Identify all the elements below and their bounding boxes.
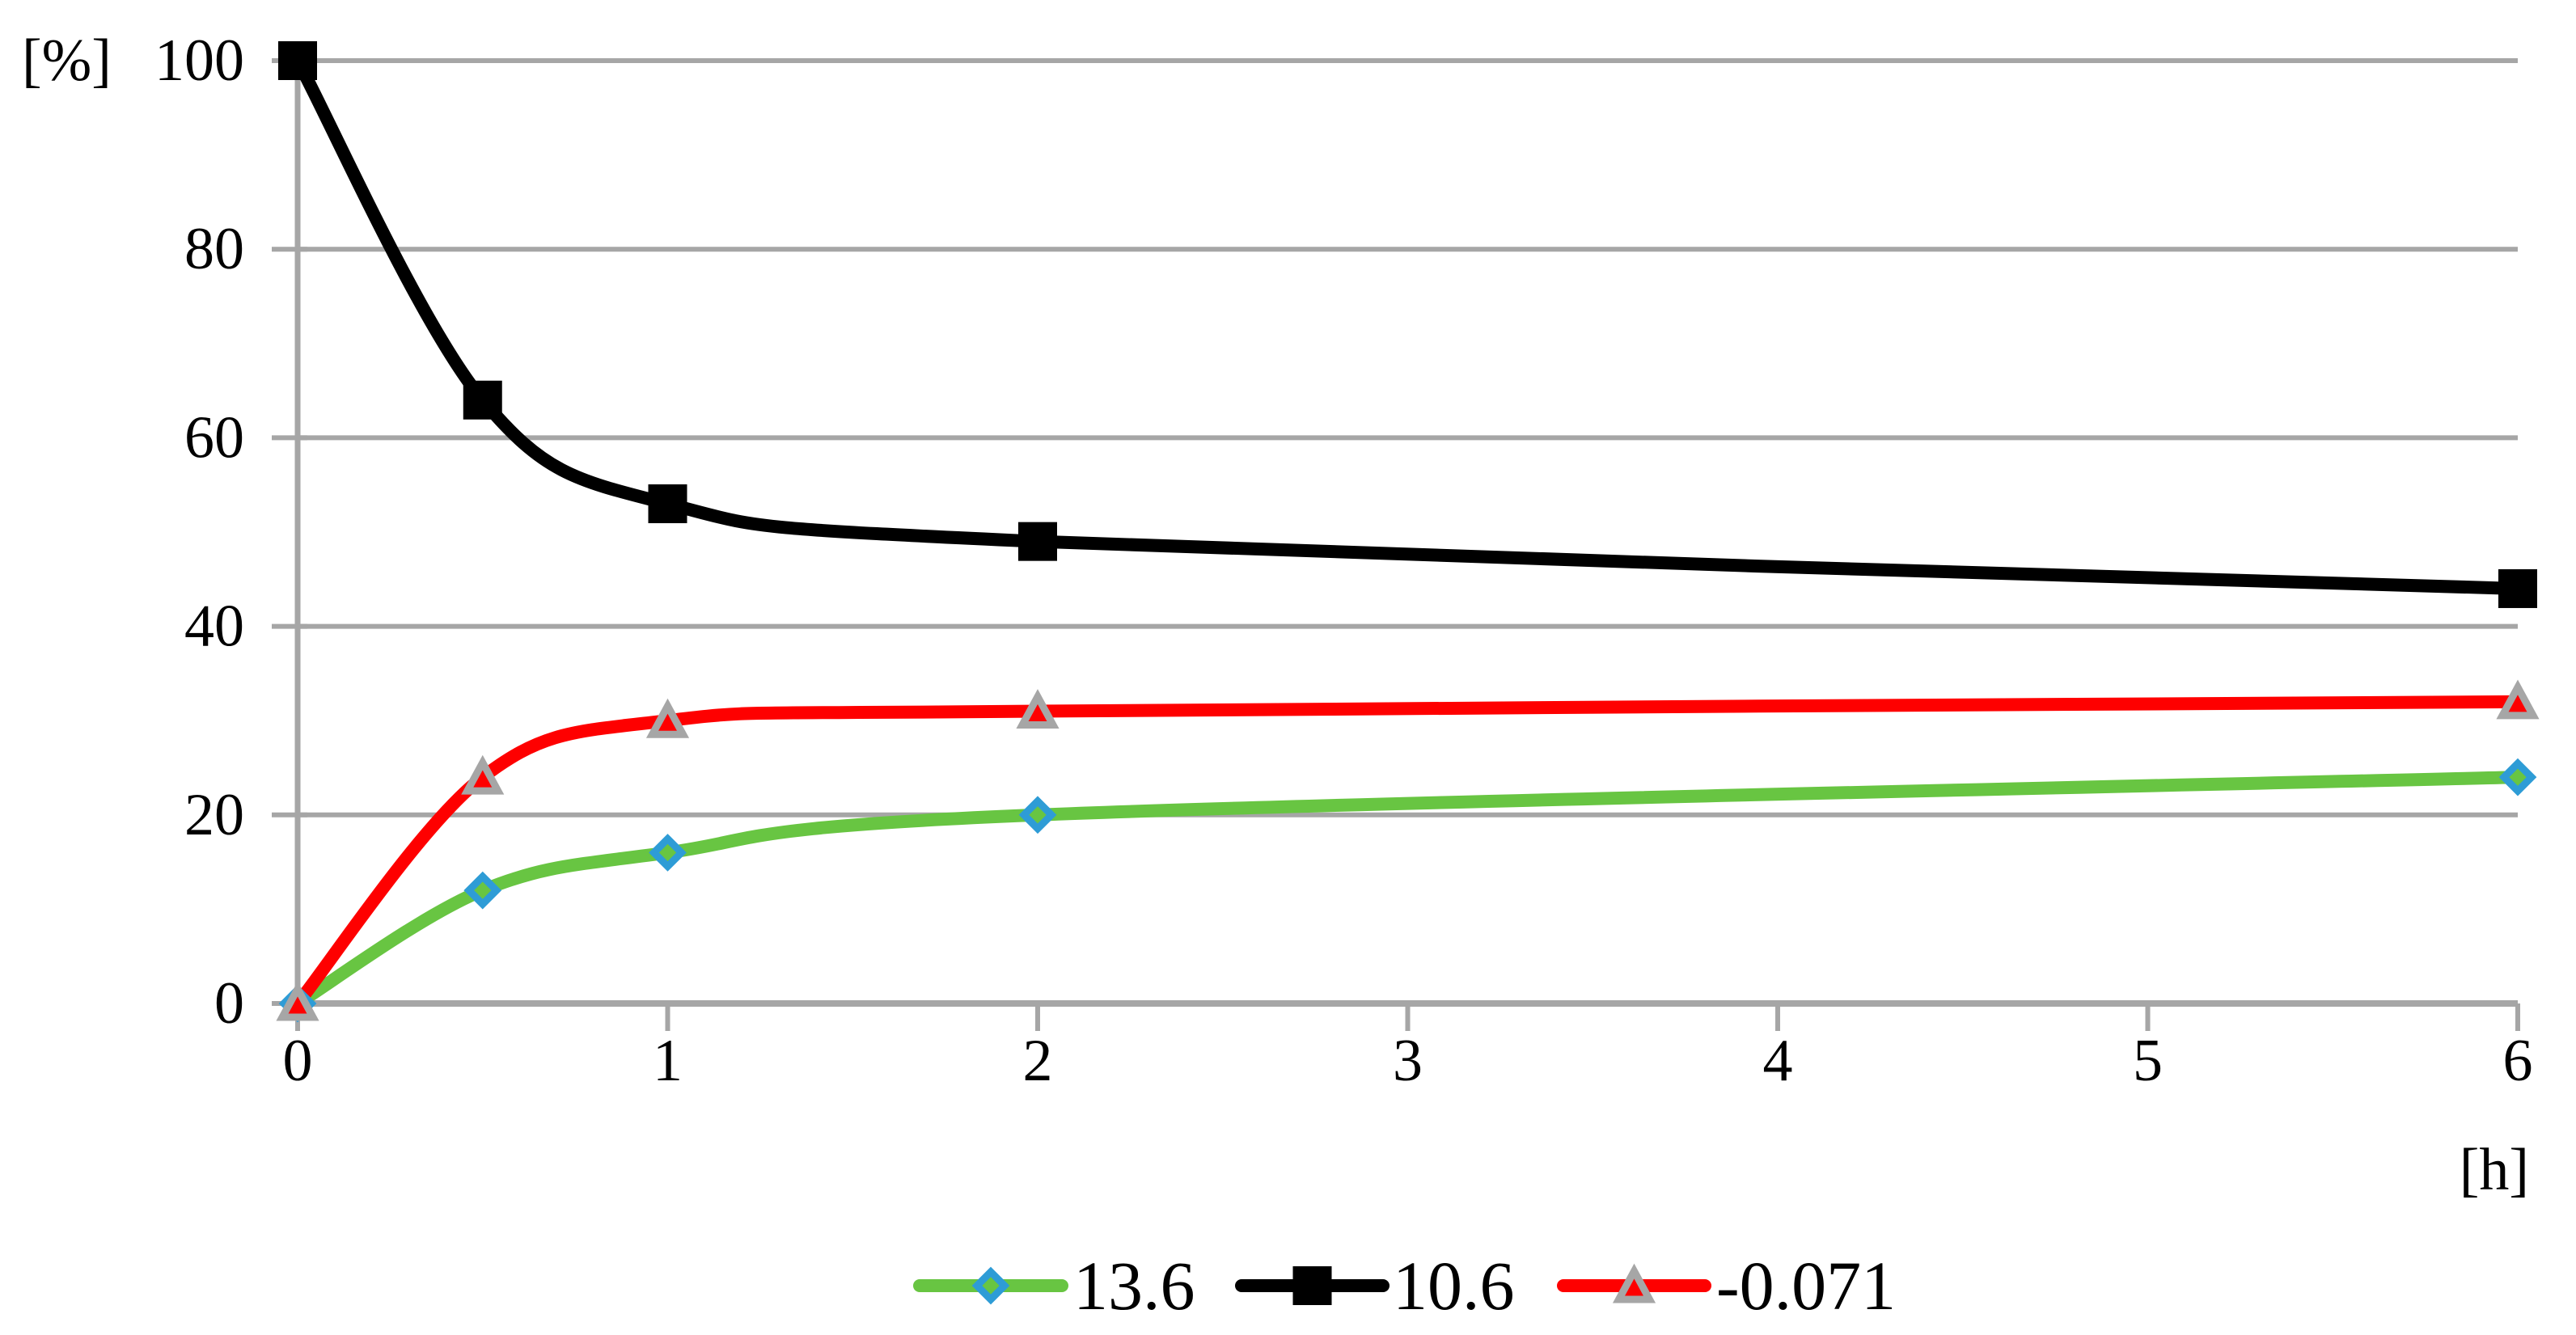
legend-marker-triangle <box>1612 1263 1656 1303</box>
y-tick-label-60: 60 <box>184 404 244 471</box>
legend-label-1: 10.6 <box>1393 1247 1515 1324</box>
marker-diamond-x1 <box>649 834 687 872</box>
x-tick-label-3: 3 <box>1393 1028 1423 1094</box>
marker-diamond-x2 <box>1018 796 1057 834</box>
marker-square-x6 <box>2498 568 2537 608</box>
y-tick-label-40: 40 <box>184 594 244 660</box>
series-line-2-triangle <box>291 695 2524 1010</box>
marker-triangle-x0.5 <box>461 754 505 795</box>
y-tick-label-80: 80 <box>184 216 244 282</box>
y-tick-label-100: 100 <box>154 27 244 94</box>
legend-marker-square <box>1292 1266 1332 1305</box>
x-tick-label-6: 6 <box>2503 1028 2533 1094</box>
marker-triangle-x1 <box>645 698 690 738</box>
y-axis-unit-label: [%] <box>22 27 112 94</box>
series-line-0-diamond <box>291 771 2524 1010</box>
tick-marks <box>272 58 2520 1031</box>
axis-labels: 0 20 40 60 80 100 0 1 2 3 4 5 6 [%] [h] <box>22 27 2533 1203</box>
series-lines <box>291 54 2524 1010</box>
legend-label-2: -0.071 <box>1716 1247 1896 1324</box>
x-tick-label-2: 2 <box>1023 1028 1053 1094</box>
x-tick-label-1: 1 <box>653 1028 683 1094</box>
legend-item-0: 13.6 <box>913 1247 1195 1324</box>
marker-triangle-x0 <box>276 981 319 1021</box>
y-tick-label-0: 0 <box>214 970 244 1037</box>
y-tick-label-20: 20 <box>184 782 244 848</box>
legend: 13.6 10.6 -0.071 <box>913 1247 1896 1324</box>
x-axis-unit-label: [h] <box>2460 1137 2529 1203</box>
marker-diamond-x0.5 <box>463 871 502 910</box>
marker-square-x0.5 <box>463 380 502 420</box>
marker-diamond-x6 <box>2498 758 2537 796</box>
marker-triangle-x2 <box>1016 689 1060 729</box>
marker-triangle-x6 <box>2496 679 2540 720</box>
marker-square-x2 <box>1018 522 1057 561</box>
legend-item-2: -0.071 <box>1557 1247 1896 1324</box>
legend-label-0: 13.6 <box>1073 1247 1195 1324</box>
series-line-1-square <box>291 54 2524 595</box>
legend-item-1: 10.6 <box>1235 1247 1515 1324</box>
series-markers <box>276 41 2540 1023</box>
legend-marker-diamond <box>971 1266 1010 1305</box>
x-tick-label-4: 4 <box>1763 1028 1793 1094</box>
marker-square-x1 <box>648 484 687 524</box>
x-tick-label-0: 0 <box>283 1028 313 1094</box>
x-tick-label-5: 5 <box>2133 1028 2163 1094</box>
marker-square-x0 <box>278 41 317 80</box>
